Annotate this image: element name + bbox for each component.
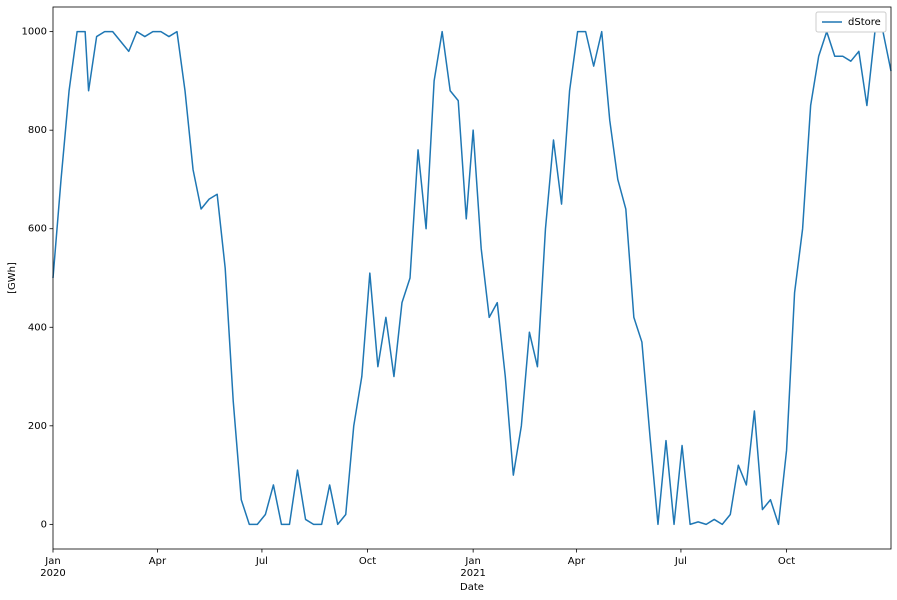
y-tick-label: 400 [28,322,47,333]
plot-frame [52,6,892,550]
x-tick-label: Apr [567,556,586,567]
x-tick-label: Jan 2020 [40,556,66,579]
x-axis-label: Date [460,582,484,593]
y-tick-label: 0 [41,519,47,530]
y-tick-label: 1000 [22,27,47,38]
y-axis-label: [GWh] [7,262,18,294]
y-tick-label: 800 [28,125,47,136]
legend-box [815,11,887,33]
legend-label: dStore [848,17,881,28]
x-tick-label: Jul [255,556,268,567]
y-tick-label: 600 [28,224,47,235]
y-tick-label: 200 [28,421,47,432]
x-tick-label: Apr [148,556,167,567]
x-tick-label: Jul [674,556,687,567]
x-tick-label: Oct [777,556,796,567]
x-tick-label: Jan 2021 [460,556,486,579]
x-tick-label: Oct [358,556,377,567]
data-line [52,30,892,526]
